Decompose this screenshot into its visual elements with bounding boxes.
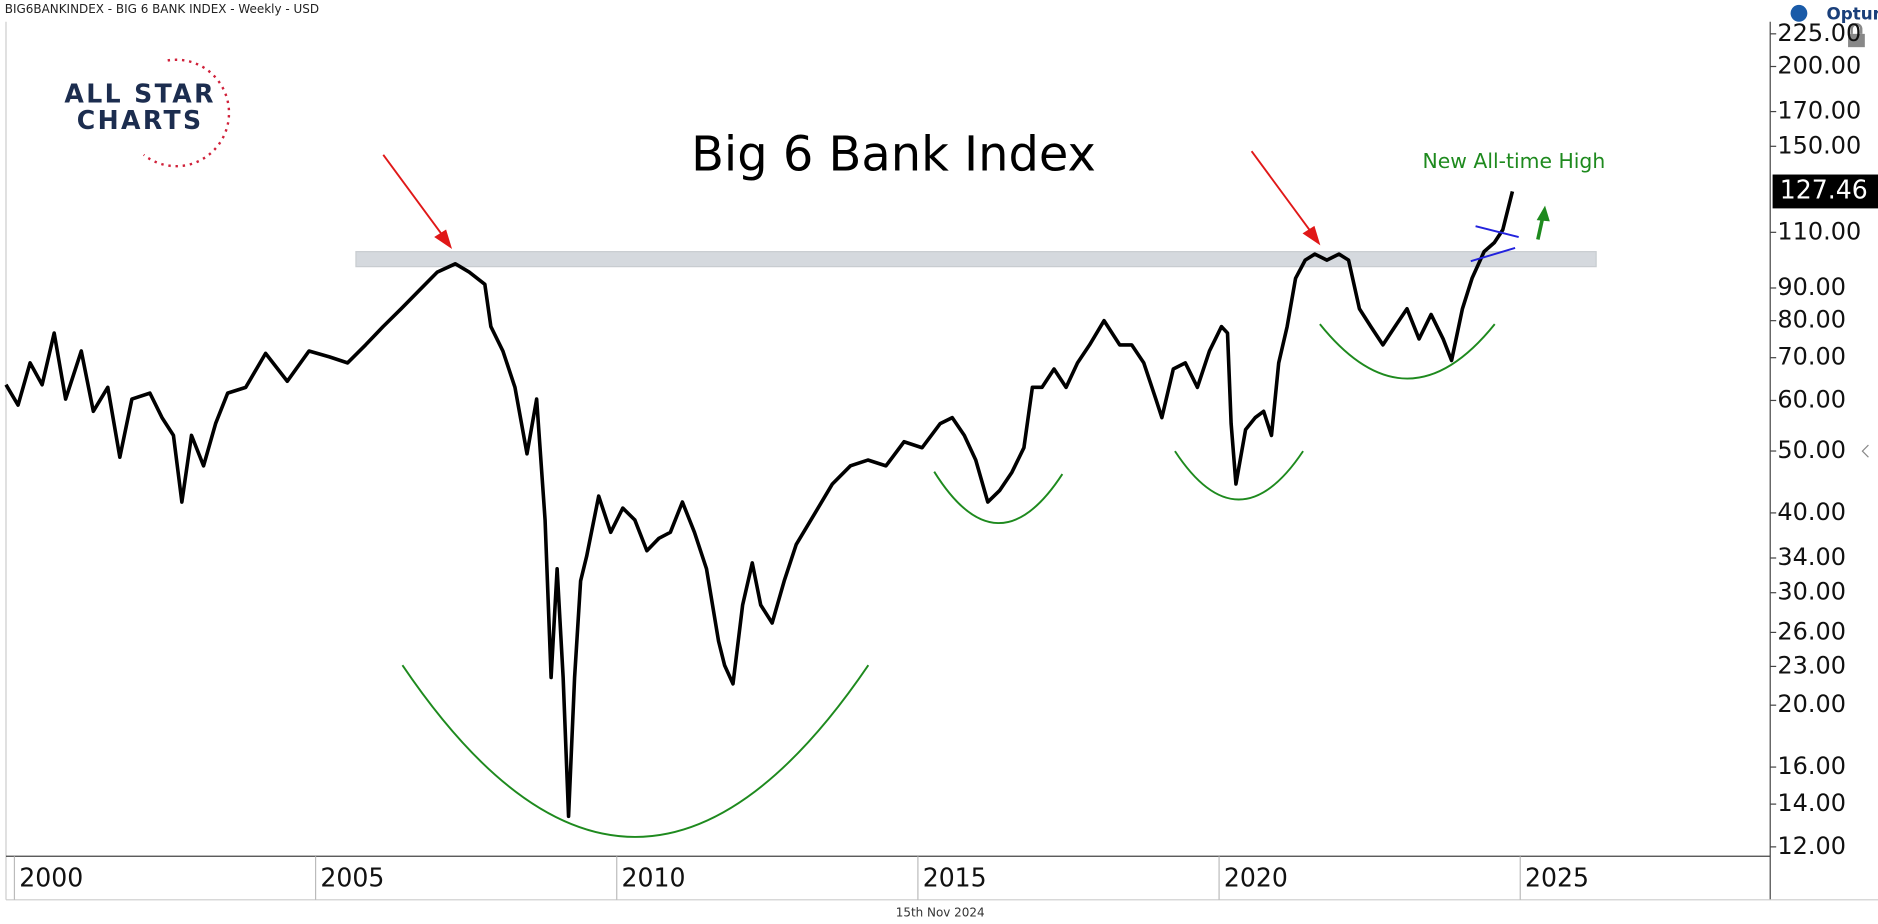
price-line	[4, 191, 1515, 819]
x-tick-label: 2000	[19, 863, 83, 892]
arrows	[382, 150, 1321, 250]
arrow-head	[1302, 225, 1321, 246]
arrow-head	[434, 229, 453, 250]
logo: ALL STAR CHARTS	[64, 58, 231, 168]
y-tick-label: 110.00	[1777, 217, 1861, 245]
arc	[933, 471, 1064, 524]
y-tick-label: 60.00	[1777, 385, 1846, 413]
y-tick-label: 40.00	[1777, 498, 1846, 526]
logo-line: CHARTS	[77, 106, 204, 135]
up-arrow-head	[1536, 205, 1550, 222]
x-tick-label: 2015	[923, 863, 987, 892]
chart-title: Big 6 Bank Index	[691, 126, 1096, 182]
y-tick-label: 150.00	[1777, 131, 1861, 159]
arcs	[401, 323, 1496, 838]
last-price-label: 127.46	[1780, 175, 1868, 204]
wedge-line	[1470, 247, 1516, 263]
y-tick-label: 80.00	[1777, 306, 1846, 334]
logo-line: ALL STAR	[64, 79, 216, 108]
y-tick-label: 26.00	[1777, 617, 1846, 645]
y-tick-label: 225.00	[1777, 19, 1861, 47]
y-tick-label: 23.00	[1777, 651, 1846, 679]
y-tick-label: 14.00	[1777, 789, 1846, 817]
lock-icon	[1848, 23, 1865, 48]
annotation: New All-time High	[1423, 149, 1606, 173]
arc	[1174, 450, 1304, 501]
wedge	[1470, 225, 1519, 263]
brand: Optuma	[1826, 3, 1878, 23]
y-tick-label: 90.00	[1777, 273, 1846, 301]
logo-ring	[142, 58, 231, 168]
resistance-band	[355, 251, 1597, 268]
y-tick-label: 12.00	[1777, 832, 1846, 860]
x-tick-label: 2020	[1224, 863, 1288, 892]
y-tick-label: 50.00	[1777, 436, 1846, 464]
y-tick-label: 70.00	[1777, 343, 1846, 371]
x-tick-label: 2025	[1525, 863, 1589, 892]
y-tick-label: 30.00	[1777, 578, 1846, 606]
y-tick-label: 34.00	[1777, 543, 1846, 571]
x-tick-label: 2005	[320, 863, 384, 892]
plot	[4, 191, 1597, 819]
wedge-line	[1475, 225, 1519, 238]
footer-date: 15th Nov 2024	[896, 906, 985, 920]
arrow	[382, 154, 447, 241]
axes: 225.00 200.00 170.00 150.00 110.00 90.00 80.00…	[13, 19, 1878, 900]
y-tick-label: 16.00	[1777, 752, 1846, 780]
x-tick-label: 2010	[622, 863, 686, 892]
last-price-box	[1772, 174, 1878, 209]
chart-header: BIG6BANKINDEX - BIG 6 BANK INDEX - Weekl…	[5, 2, 319, 16]
arc	[401, 664, 870, 838]
arrow	[1250, 150, 1315, 237]
y-tick-label: 200.00	[1777, 51, 1861, 79]
scroll-button	[1861, 444, 1869, 458]
up-arrow	[1536, 217, 1545, 240]
brand-icon	[1790, 4, 1808, 22]
y-tick-label: 170.00	[1777, 97, 1861, 125]
arc	[1319, 323, 1496, 380]
y-tick-label: 20.00	[1777, 690, 1846, 718]
